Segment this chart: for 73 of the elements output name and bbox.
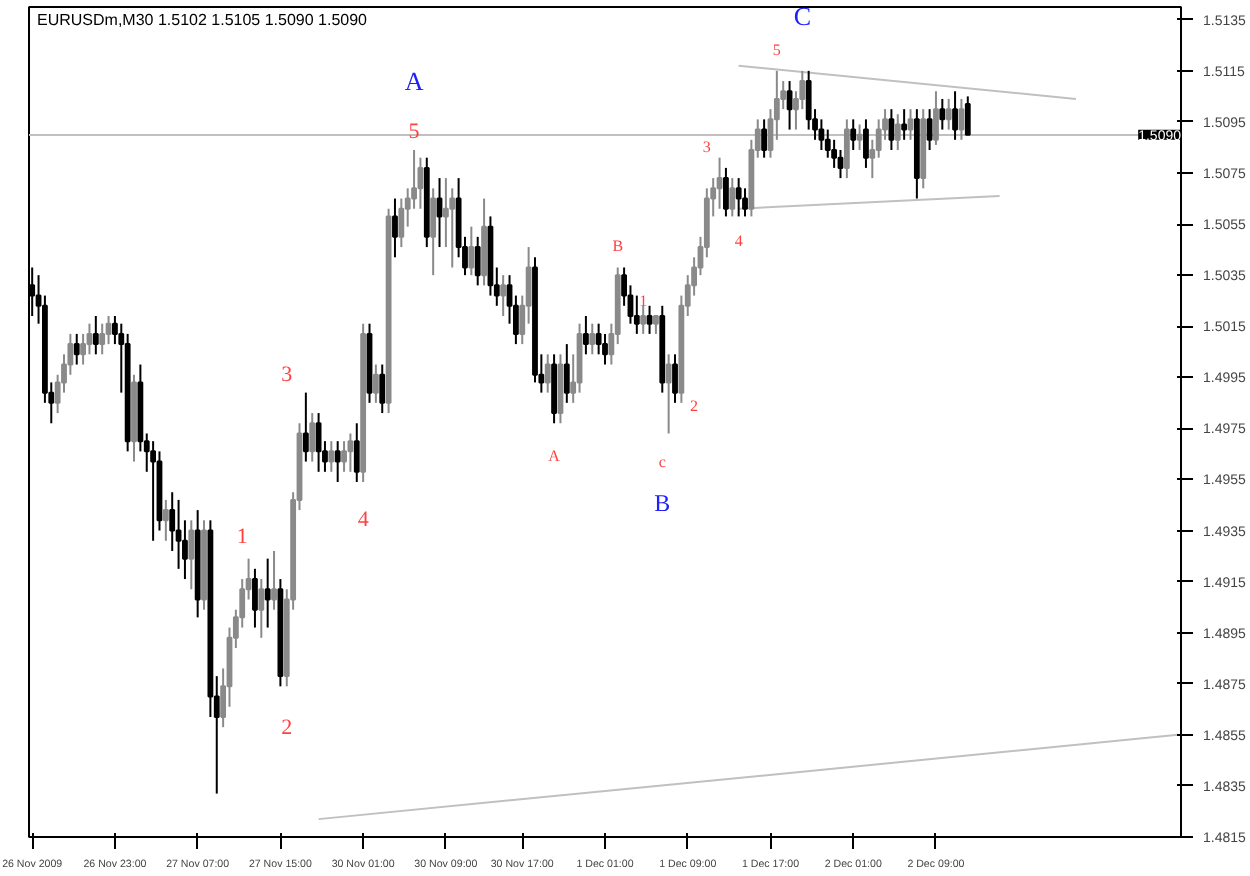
candlestick — [92, 315, 99, 356]
candlestick — [958, 97, 965, 141]
candlestick — [563, 343, 570, 404]
candlestick — [99, 322, 106, 356]
candlestick — [392, 197, 398, 259]
candlestick — [162, 498, 169, 542]
candlestick — [302, 391, 309, 463]
candlestick — [933, 90, 939, 146]
annotation: c — [658, 453, 667, 472]
candlestick — [252, 567, 258, 629]
annotation: 3 — [281, 362, 294, 387]
candlestick — [315, 412, 322, 473]
annotation: B — [654, 489, 671, 518]
chart-title: EURUSDm,M30 1.5102 1.5105 1.5090 1.5090 — [37, 11, 369, 29]
candlestick — [843, 118, 850, 180]
candlestick — [761, 118, 768, 159]
annotation: 5 — [408, 120, 421, 145]
candlestick — [500, 274, 507, 318]
candlestick — [850, 118, 857, 152]
candlestick — [672, 353, 678, 404]
candlestick — [105, 315, 112, 346]
candlestick — [347, 432, 354, 473]
candlestick — [372, 363, 379, 404]
annotation: A — [404, 66, 425, 97]
candlestick — [328, 440, 335, 473]
candlestick — [735, 177, 742, 218]
candlestick — [939, 97, 946, 131]
candlestick — [646, 304, 653, 335]
candlestick — [901, 108, 908, 141]
candlestick — [964, 95, 971, 136]
candlestick — [589, 322, 596, 356]
annotation: 4 — [357, 508, 370, 533]
annotation: 2 — [281, 716, 293, 741]
candlestick — [80, 332, 87, 366]
candlestick — [430, 187, 437, 277]
candlestick — [716, 156, 723, 210]
candlestick — [723, 166, 729, 218]
candlestick — [379, 363, 386, 415]
candlestick — [926, 108, 933, 152]
annotation: 1 — [236, 525, 248, 550]
candlestick — [665, 353, 672, 435]
candlestick — [334, 440, 341, 484]
candlestick — [468, 225, 475, 277]
candlestick — [952, 90, 958, 141]
candlestick — [583, 315, 589, 356]
annotation: 5 — [772, 40, 781, 59]
annotation: C — [793, 0, 811, 31]
candlestick — [474, 235, 481, 287]
candlestick — [894, 113, 901, 152]
candlestick — [188, 519, 195, 591]
candlestick — [258, 578, 265, 639]
candlestick — [309, 412, 316, 463]
annotation: 3 — [702, 138, 711, 157]
candlestick — [856, 123, 863, 152]
candlestick — [640, 304, 647, 335]
annotation: 2 — [690, 396, 699, 415]
annotation: 4 — [734, 232, 743, 251]
annotation: B — [612, 237, 624, 256]
annotation: 1 — [639, 291, 648, 310]
annotation: A — [548, 447, 561, 466]
candlestick — [150, 440, 157, 542]
candlestick — [353, 422, 360, 484]
candlestick — [863, 118, 869, 169]
candlestick — [945, 97, 952, 131]
candlestick — [729, 177, 736, 218]
candlestick — [544, 353, 551, 394]
candlestick — [264, 557, 271, 629]
candlestick — [907, 108, 914, 141]
candlestick — [341, 440, 347, 473]
candlestick — [602, 332, 608, 366]
candlestick — [73, 332, 80, 366]
candlestick — [888, 108, 895, 152]
candlestick — [271, 549, 277, 611]
